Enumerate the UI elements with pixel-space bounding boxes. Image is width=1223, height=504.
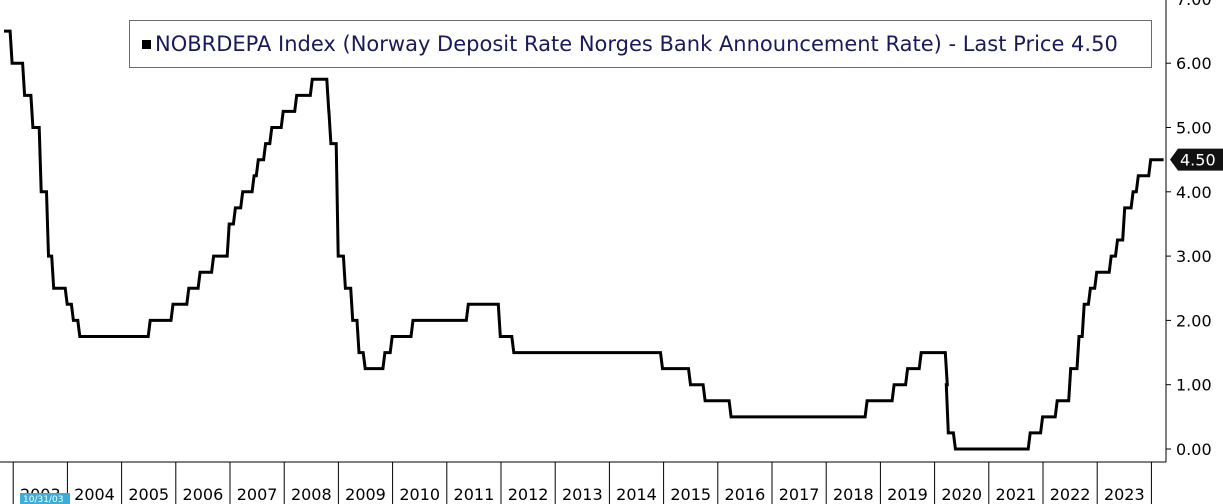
x-tick-label: 2014 — [616, 485, 657, 504]
x-axis-dividers — [12, 462, 1152, 504]
x-tick-label: 2010 — [399, 485, 440, 504]
y-tick-label: 3.00 — [1176, 247, 1212, 266]
chart-legend: NOBRDEPA Index (Norway Deposit Rate Norg… — [129, 20, 1152, 68]
x-tick-label: 2012 — [508, 485, 549, 504]
legend-swatch — [142, 39, 151, 49]
x-tick-label: 2020 — [941, 485, 982, 504]
y-tick-label: 7.00 — [1176, 0, 1212, 9]
y-tick-label: 6.00 — [1176, 54, 1212, 73]
x-tick-label: 2022 — [1050, 485, 1091, 504]
first-date-stamp-label: 10/31/03 — [23, 495, 63, 504]
y-tick-label: 5.00 — [1176, 119, 1212, 138]
x-tick-label: 2016 — [725, 485, 766, 504]
first-date-stamp-bg — [20, 493, 70, 504]
x-tick-label: 2021 — [996, 485, 1037, 504]
x-tick-label: 2005 — [128, 485, 169, 504]
x-tick-label: 2009 — [345, 485, 386, 504]
first-date-stamp: 10/31/03 — [20, 493, 70, 504]
x-tick-label: 2011 — [454, 485, 495, 504]
x-axis-ticks: 2003200420052006200720082009201020112012… — [20, 485, 1145, 504]
x-tick-label: 2018 — [833, 485, 874, 504]
legend-label: NOBRDEPA Index (Norway Deposit Rate Norg… — [155, 32, 1118, 56]
last-price-tag-bg — [1170, 148, 1223, 171]
x-tick-label: 2023 — [1104, 485, 1145, 504]
y-tick-label: 1.00 — [1176, 376, 1212, 395]
last-price-tag-label: 4.50 — [1180, 151, 1216, 170]
x-tick-label: 2015 — [670, 485, 711, 504]
x-tick-label: 2006 — [183, 485, 224, 504]
x-tick-label: 2008 — [291, 485, 332, 504]
last-price-tag: 4.50 — [1170, 148, 1223, 171]
x-tick-label: 2019 — [887, 485, 928, 504]
x-tick-label: 2004 — [74, 485, 115, 504]
series-line-nobrdepa — [4, 29, 1164, 451]
y-tick-label: 2.00 — [1176, 311, 1212, 330]
x-tick-label: 2017 — [779, 485, 820, 504]
y-tick-label: 0.00 — [1176, 440, 1212, 459]
y-axis-ticks: 0.00 1.00 2.00 3.00 4.00 5.00 6.00 7.00 — [1166, 0, 1212, 459]
x-tick-label: 2013 — [562, 485, 603, 504]
x-tick-label: 2007 — [237, 485, 278, 504]
y-tick-label: 4.00 — [1176, 183, 1212, 202]
